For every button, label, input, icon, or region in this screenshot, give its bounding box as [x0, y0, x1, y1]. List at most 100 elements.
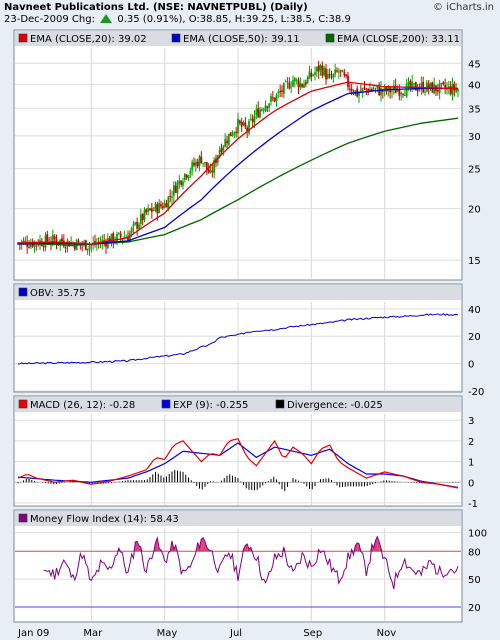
candle-body	[117, 232, 120, 234]
candle-body	[235, 131, 238, 133]
candle-body	[68, 241, 71, 247]
candle-body	[73, 243, 76, 249]
y-tick-label: 20	[468, 332, 481, 343]
candle-body	[61, 238, 63, 242]
candle-body	[246, 127, 249, 132]
candle-body	[400, 93, 403, 95]
candle-body	[323, 67, 326, 76]
candle-body	[53, 236, 56, 240]
legend-label: OBV: 35.75	[30, 288, 86, 299]
candle-body	[204, 162, 206, 164]
brand-label: © iCharts.in	[433, 2, 494, 13]
candle-body	[295, 79, 298, 81]
candle-body	[51, 234, 54, 242]
y-tick-label: 30	[468, 132, 481, 143]
legend-swatch	[18, 513, 28, 523]
y-tick-label: -20	[468, 387, 484, 398]
legend-swatch	[18, 399, 28, 409]
candle-body	[191, 161, 194, 171]
candle-body	[260, 109, 263, 111]
candle-body	[288, 82, 291, 89]
candle-body	[119, 233, 122, 238]
x-tick-label: Jul	[229, 628, 242, 639]
candle-body	[380, 87, 382, 96]
candle-body	[88, 245, 91, 250]
candle-body	[424, 91, 426, 93]
candle-body	[341, 70, 344, 73]
candle-body	[266, 106, 269, 108]
candle-body	[282, 82, 285, 94]
candle-body	[332, 73, 335, 78]
candle-body	[257, 108, 260, 118]
mfi-fill-segment	[377, 536, 380, 552]
candle-body	[402, 94, 404, 96]
candle-body	[413, 83, 415, 85]
y-tick-label: 25	[468, 165, 481, 176]
candle-body	[255, 109, 258, 116]
legend-label: EMA (CLOSE,20): 39.02	[30, 34, 147, 45]
candle-body	[299, 82, 302, 88]
candle-body	[147, 208, 150, 212]
candle-body	[398, 89, 401, 96]
candle-body	[194, 161, 197, 166]
candle-body	[143, 209, 146, 220]
legend-swatch	[18, 33, 28, 43]
candle-body	[361, 88, 364, 92]
candle-body	[425, 82, 428, 92]
macd-line	[17, 438, 459, 489]
candle-body	[369, 89, 371, 92]
candle-body	[121, 238, 124, 240]
candle-body	[301, 84, 304, 87]
candle-body	[231, 134, 234, 136]
candle-body	[160, 204, 162, 207]
candle-body	[165, 203, 168, 208]
candle-body	[90, 244, 93, 247]
legend-swatch	[325, 33, 335, 43]
candle-body	[345, 74, 348, 77]
candle-body	[418, 88, 421, 90]
legend-label: EMA (CLOSE,200): 33.11	[337, 34, 460, 45]
date-label: 23-Dec-2009 Chg:	[4, 14, 95, 25]
candle-body	[348, 88, 351, 90]
candle-body	[409, 81, 412, 88]
candle-body	[141, 214, 144, 221]
candle-body	[315, 66, 318, 72]
candle-body	[152, 210, 155, 212]
candle-body	[112, 233, 115, 243]
y-tick-label: 0	[468, 478, 474, 489]
candle-body	[207, 168, 210, 174]
y-tick-label: 80	[468, 547, 481, 558]
candle-body	[136, 221, 139, 229]
y-tick-label: 35	[468, 104, 481, 115]
ema20-line	[17, 81, 459, 245]
candle-body	[328, 73, 331, 76]
candle-body	[127, 236, 129, 241]
candle-body	[325, 68, 327, 80]
candle-body	[253, 115, 256, 123]
candle-body	[319, 65, 322, 71]
y-tick-label: 40	[468, 305, 481, 316]
y-gridlines-obv	[15, 308, 461, 392]
candle-body	[171, 196, 173, 198]
change-values: 0.35 (0.91%), O:38.85, H:39.25, L:38.5, …	[117, 14, 351, 25]
legend-label: EMA (CLOSE,50): 39.11	[183, 34, 300, 45]
candle-body	[405, 83, 408, 97]
price-info: 23-Dec-2009 Chg: 0.35 (0.91%), O:38.85, …	[4, 14, 351, 25]
candle-body	[365, 88, 368, 90]
candle-body	[185, 174, 188, 178]
candle-body	[447, 86, 450, 89]
candle-body	[455, 89, 458, 92]
candle-body	[275, 94, 278, 101]
candle-body	[233, 132, 236, 135]
candle-body	[391, 90, 393, 92]
candle-body	[211, 170, 214, 173]
candle-body	[187, 175, 190, 179]
candle-body	[440, 83, 443, 85]
x-tick-label: Mar	[83, 628, 103, 639]
x-tick-label: Jan 09	[17, 628, 49, 639]
candle-body	[172, 185, 175, 196]
candle-body	[238, 120, 241, 123]
y-tick-label: 100	[468, 529, 487, 540]
candle-body	[281, 90, 283, 93]
mfi-fill-segment	[135, 541, 138, 552]
